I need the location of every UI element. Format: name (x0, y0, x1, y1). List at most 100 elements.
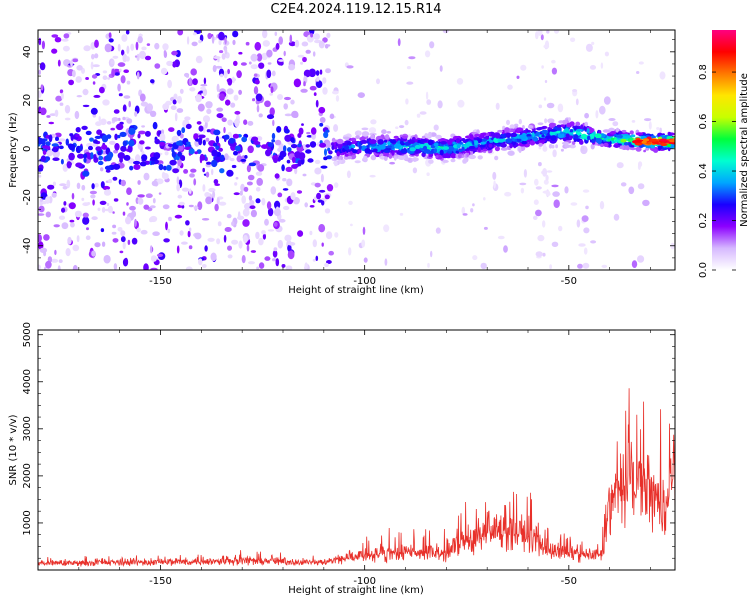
spectrogram-cell (435, 134, 442, 140)
spectrogram-cell (323, 131, 329, 139)
spectrogram-cell (284, 113, 292, 117)
spectrogram-cell (482, 148, 488, 152)
spectrogram-cell (272, 250, 278, 258)
spectrogram-cell (181, 204, 185, 209)
spectrogram-cell (95, 121, 102, 127)
spectrogram-cell (458, 153, 462, 159)
spectrogram-cell (39, 201, 43, 207)
spectrogram-cell (231, 239, 239, 245)
spectrogram-cell (94, 39, 99, 48)
spectrogram-cell (223, 70, 228, 79)
spectrogram-cell (235, 176, 239, 180)
spectrogram-cell (202, 88, 208, 97)
spectrogram-cell (213, 56, 221, 59)
spectrogram-cell (82, 212, 89, 218)
spectrogram-cell (267, 62, 272, 65)
spectrogram-cell (162, 173, 169, 180)
spectrogram-cell (560, 124, 566, 128)
spectrogram-cell (135, 154, 141, 163)
spectrogram-cell (248, 162, 257, 167)
spectrogram-cell (556, 130, 560, 134)
spectrogram-cell (39, 62, 46, 71)
spectrogram-cell (406, 66, 411, 70)
spectrogram-cell (64, 117, 71, 121)
spectrogram-cell (320, 173, 324, 183)
spectrogram-cell (325, 44, 331, 47)
spectrogram-cell (59, 183, 67, 187)
spectrogram-cell (94, 53, 99, 59)
spectrogram-cell (79, 145, 83, 151)
spectrogram-cell (355, 135, 360, 140)
spectrogram-cell (581, 215, 589, 223)
spectrogram-cell (250, 53, 258, 62)
spectrogram-cell (228, 137, 235, 144)
spectrogram-cell (118, 93, 123, 97)
spectrogram-cell (595, 138, 603, 144)
spectrogram-cell (120, 230, 126, 237)
spectrogram-cell (343, 145, 350, 151)
spectrogram-cell (76, 95, 83, 98)
spectrogram-cell (660, 142, 668, 147)
spectrogram-cell (255, 187, 261, 192)
spectrogram-cell (199, 154, 206, 161)
spectrogram-cell (219, 50, 224, 54)
spectrogram-cell (128, 127, 136, 135)
spectrogram-cell (370, 154, 377, 161)
spectrogram-cell (520, 187, 525, 194)
spectrogram-cell (92, 81, 96, 85)
spectrogram-cell (220, 154, 225, 161)
spectrogram-cell (46, 150, 54, 157)
spectrogram-cell (121, 34, 128, 42)
spectrogram-frame (37, 29, 676, 271)
spectrogram-cell (179, 88, 184, 94)
spectrogram-cell (195, 55, 203, 64)
spectrogram-cell (211, 168, 214, 176)
spectrogram-cell (535, 209, 542, 217)
spectrogram-cell (112, 224, 117, 229)
spectrogram-cell (435, 227, 441, 234)
spectrogram-cell (532, 136, 539, 142)
spectrogram-cell (258, 262, 265, 269)
spectrogram-cell (470, 208, 474, 213)
spectrogram-cell (224, 48, 228, 55)
spectrogram-cell (629, 147, 637, 151)
spectrogram-cell (322, 37, 328, 43)
spectrogram-cell (648, 121, 652, 130)
spectrogram-cell (218, 201, 227, 206)
spectrogram-cell (325, 231, 333, 240)
spectrogram-cell (583, 247, 588, 255)
spectrogram-cell (225, 99, 231, 106)
spectrogram-cell (323, 156, 328, 161)
spectrogram-cell (176, 183, 181, 192)
spectrogram-cell (291, 110, 299, 118)
spectrogram-cell (258, 113, 263, 118)
spectrogram-cell (303, 81, 306, 87)
spectrogram-cell (52, 157, 60, 161)
snr-y-ticks: 1000 2000 3000 4000 5000 (22, 322, 675, 571)
spectrogram-cell (186, 141, 191, 145)
spectrogram-cell (248, 61, 252, 65)
snr-series-line (38, 388, 675, 567)
spectrogram-cell (450, 153, 457, 159)
spectrogram-cell (414, 149, 422, 154)
spectrogram-cell (188, 77, 192, 86)
spectrogram-cell (94, 135, 102, 139)
spectrogram-cell (583, 227, 590, 234)
spectrogram-cell (82, 104, 90, 108)
spectrogram-cell (573, 127, 577, 131)
spectrogram-cell (117, 83, 121, 92)
spectrogram-cell (546, 170, 553, 173)
spectrogram-cell (562, 119, 568, 125)
spectrogram-cell (177, 151, 182, 157)
spectrogram-cell (136, 227, 141, 233)
spectrogram-cell (267, 207, 274, 217)
spectrogram-x-tick-label: -50 (561, 276, 577, 287)
spectrogram-cell (199, 90, 204, 94)
spectrogram-cell (239, 190, 243, 196)
spectrogram-cell (604, 51, 610, 57)
spectrogram-cell (171, 135, 179, 143)
spectrogram-cell (83, 157, 87, 163)
spectrogram-cell (202, 115, 211, 123)
spectrogram-cell (91, 53, 95, 60)
spectrogram-cell (542, 168, 548, 177)
